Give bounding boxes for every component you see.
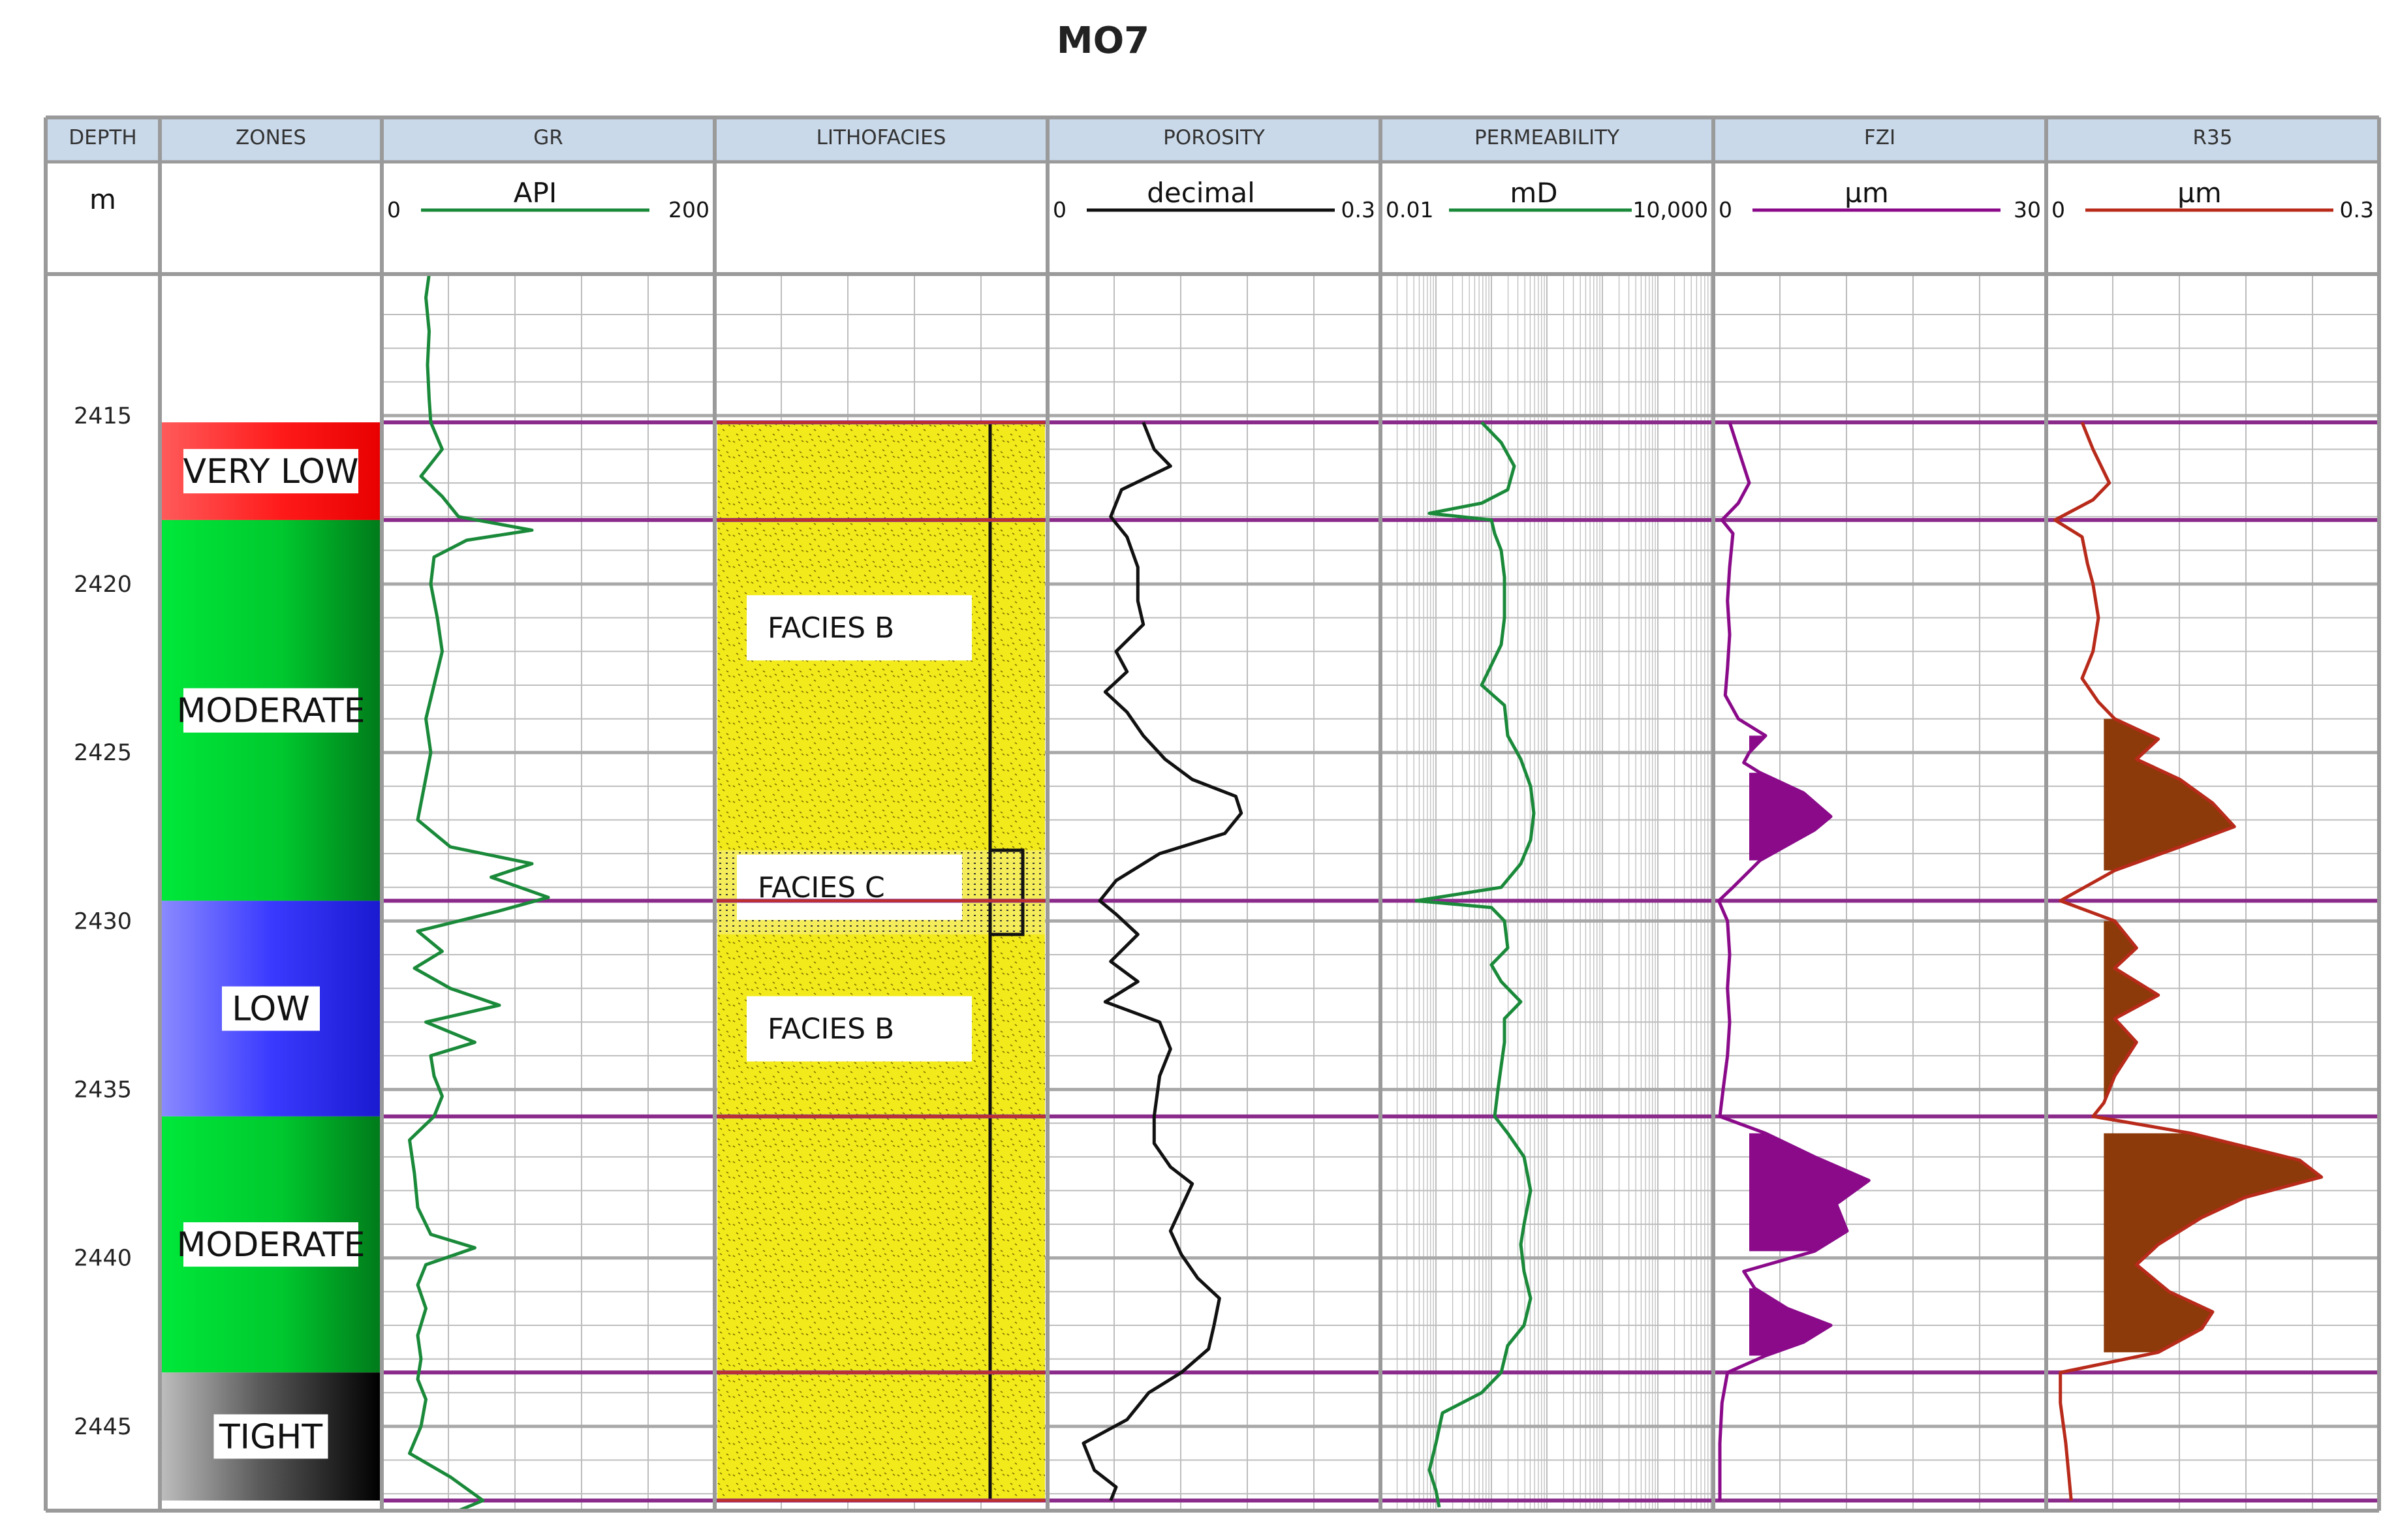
- zone-label-box: [183, 688, 358, 733]
- fzi-fill-area: [1749, 773, 1831, 861]
- column-header-r35: R35: [2193, 126, 2233, 149]
- fzi-scale-max: 30: [2014, 197, 2041, 223]
- r35-curve: [2053, 422, 2324, 1501]
- r35-fill-area: [2104, 718, 2235, 870]
- facies-c-bracket: [990, 848, 1025, 936]
- porosity-scale-max: 0.3: [1341, 197, 1375, 223]
- r35-fill-area: [2104, 921, 2158, 1103]
- zone-label: LOW: [232, 990, 309, 1029]
- zone-label: VERY LOW: [183, 452, 359, 491]
- zone-label-box: [183, 1222, 358, 1267]
- zone-label-box: [183, 449, 358, 494]
- fzi-scale-min: 0: [1719, 197, 1732, 223]
- zone-label: MODERATE: [177, 1225, 366, 1265]
- facies-label-box: [747, 996, 972, 1062]
- scale-band: [46, 162, 2379, 274]
- facies-label: FACIES C: [758, 871, 885, 904]
- column-header-zones: ZONES: [236, 126, 306, 149]
- chart-title: MO7: [1056, 20, 1150, 62]
- facies-label-box: [737, 854, 962, 920]
- fzi-scale-unit: µm: [1845, 177, 1889, 209]
- facies-b-fill: [717, 422, 1045, 1501]
- fzi-fill-area: [1749, 1133, 1869, 1252]
- depth-tick-label: 2440: [74, 1246, 132, 1272]
- permeability-curve: [1414, 421, 1536, 1508]
- fzi-fill-area: [1749, 1288, 1831, 1356]
- r35-fill-area: [2104, 1133, 2322, 1353]
- r35-scale-min: 0: [2051, 197, 2065, 223]
- zone-label: TIGHT: [219, 1417, 322, 1456]
- zone-label: MODERATE: [177, 692, 366, 731]
- r35-scale-max: 0.3: [2340, 197, 2374, 223]
- permeability-scale-max: 10,000: [1633, 197, 1708, 223]
- porosity-scale-unit: decimal: [1147, 177, 1255, 209]
- porosity-curve: [1082, 422, 1243, 1502]
- facies-label: FACIES B: [768, 1013, 894, 1046]
- facies-label-box: [747, 595, 972, 661]
- depth-tick-label: 2420: [74, 572, 132, 598]
- porosity-scale-min: 0: [1053, 197, 1067, 223]
- zone-label-box: [222, 986, 320, 1031]
- zone-label-box: [213, 1414, 328, 1459]
- column-header-gr: GR: [533, 126, 563, 149]
- depth-tick-label: 2415: [74, 403, 132, 429]
- depth-unit: m: [89, 183, 116, 215]
- permeability-scale-min: 0.01: [1386, 197, 1433, 223]
- facies-label: FACIES B: [768, 611, 894, 645]
- fzi-curve: [1717, 422, 1871, 1501]
- gr-curve: [408, 273, 550, 1513]
- fzi-fill-area: [1749, 735, 1766, 753]
- depth-tick-label: 2425: [74, 740, 132, 766]
- column-header-fzi: FZI: [1864, 126, 1895, 149]
- column-header-porosity: POROSITY: [1163, 126, 1265, 149]
- gr-scale-max: 200: [668, 197, 709, 223]
- column-header-lithofacies: LITHOFACIES: [817, 126, 946, 149]
- gr-scale-unit: API: [514, 177, 557, 209]
- gr-scale-min: 0: [387, 197, 401, 223]
- depth-tick-label: 2445: [74, 1414, 132, 1440]
- permeability-scale-unit: mD: [1510, 177, 1557, 209]
- header-band: [46, 117, 2379, 162]
- depth-tick-label: 2430: [74, 908, 132, 934]
- r35-scale-unit: µm: [2177, 177, 2222, 209]
- depth-tick-label: 2435: [74, 1077, 132, 1103]
- column-header-permeability: PERMEABILITY: [1474, 126, 1619, 149]
- column-header-depth: DEPTH: [69, 126, 136, 149]
